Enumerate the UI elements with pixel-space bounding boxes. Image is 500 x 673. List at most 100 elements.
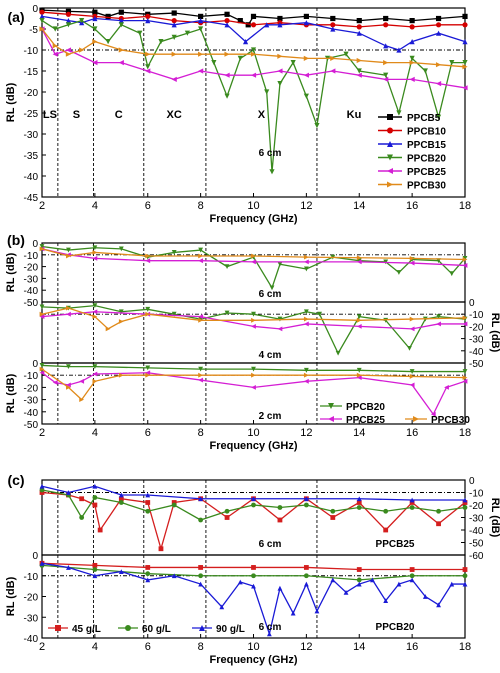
data-point [251,253,256,259]
data-point [356,324,362,329]
data-point [105,326,111,332]
x-tick-label: 18 [459,427,471,439]
x-tick-label: 16 [406,427,418,439]
data-point [198,317,204,323]
data-point [409,505,415,510]
sample-label: PPCB20 [376,622,415,633]
data-point [409,39,415,45]
panel-label: (c) [7,472,24,488]
data-point [171,10,177,16]
data-point [65,11,72,17]
series-line [41,364,465,373]
y-tick-label: -10 [24,371,39,382]
data-point [356,577,362,583]
data-point [251,324,256,329]
legend-label: PPCB30 [407,181,446,192]
data-point [449,581,455,587]
data-point [277,68,283,74]
data-point [409,577,415,583]
legend-marker [387,141,393,147]
y-tick-label: 0 [32,551,38,562]
series-90-g-l [39,483,468,503]
series-ppcb15 [39,13,468,53]
x-tick-label: 6 [145,641,151,653]
data-point [39,483,45,489]
data-point [303,496,309,502]
data-point [224,310,230,316]
data-point [65,8,72,14]
data-point [171,76,177,82]
data-point [250,72,257,78]
data-point [330,577,336,583]
series-ppcb20 [39,18,468,175]
band-label: LS [43,109,57,121]
x-tick-label: 18 [459,200,471,212]
data-point [92,245,98,251]
data-point [171,573,177,579]
data-point [277,15,283,22]
x-tick-label: 10 [247,427,259,439]
x-tick-label: 8 [198,427,204,439]
data-point [184,30,191,36]
data-point [92,26,98,32]
y-tick-label: -50 [469,359,484,370]
series-ppcb30 [39,305,468,332]
y-tick-label: -15 [24,67,39,78]
data-point [409,573,415,579]
legend-marker [413,416,419,422]
series-line [41,307,466,330]
y-tick-label: -40 [469,526,484,537]
legend-label: PPCB30 [431,415,470,426]
data-point [66,311,71,317]
data-point [137,30,143,36]
series-line [41,28,466,89]
data-point [383,72,389,78]
data-point [171,250,177,255]
data-point [198,253,204,259]
data-point [251,565,256,570]
data-point [198,247,204,253]
data-point [383,508,389,514]
data-point [356,255,362,261]
data-point [171,34,177,40]
y-tick-label: -60 [469,551,484,562]
data-point [39,304,45,310]
data-point [356,375,362,381]
x-tick-label: 12 [300,641,312,653]
y-tick-label: -30 [24,274,39,285]
data-point [290,60,296,66]
thickness-label: 2 cm [259,411,282,422]
data-point [118,319,124,324]
data-point [250,51,257,57]
data-point [409,326,415,332]
data-point [264,22,270,28]
data-point [409,24,415,30]
data-point [65,22,72,28]
data-point [92,255,98,261]
data-point [145,508,151,514]
legend-label: PPCB15 [407,140,446,151]
data-point [356,72,362,78]
data-point [171,311,177,317]
data-point [105,39,111,45]
data-point [237,579,243,585]
data-point [66,382,71,388]
data-point [250,22,257,28]
data-point [330,55,336,61]
series-ppcb30 [39,366,468,402]
x-tick-label: 12 [300,427,312,439]
data-point [145,51,151,57]
legend-marker [387,114,393,120]
legend-label: PPCB25 [407,167,446,178]
band-label: Ku [347,109,362,121]
y-tick-label: -40 [469,347,484,358]
y-axis-label: RL (dB) [5,576,17,616]
x-tick-label: 18 [459,641,471,653]
data-point [436,602,441,608]
data-point [224,51,230,57]
data-point [92,483,98,489]
data-point [118,496,124,502]
y-axis-label: RL (dB) [5,373,17,413]
series-90-g-l [39,560,468,637]
data-point [39,560,45,566]
